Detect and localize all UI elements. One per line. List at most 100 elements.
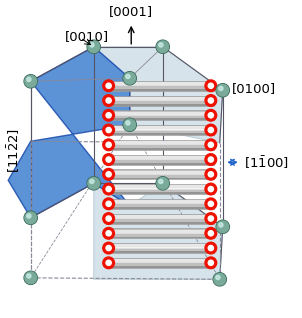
Bar: [106, 81, 214, 91]
Circle shape: [24, 75, 37, 88]
Circle shape: [216, 275, 220, 280]
Circle shape: [214, 273, 226, 285]
Circle shape: [208, 113, 214, 118]
Circle shape: [103, 109, 114, 121]
Bar: [106, 247, 214, 249]
Circle shape: [205, 154, 217, 165]
Circle shape: [205, 169, 217, 180]
Circle shape: [205, 257, 217, 269]
Circle shape: [103, 124, 114, 136]
Circle shape: [216, 220, 229, 233]
Circle shape: [87, 40, 100, 53]
Circle shape: [208, 260, 214, 266]
Circle shape: [205, 227, 217, 239]
Circle shape: [87, 177, 100, 190]
Circle shape: [216, 84, 229, 97]
Circle shape: [103, 80, 114, 92]
Circle shape: [25, 212, 37, 224]
Bar: [106, 228, 214, 238]
Bar: [106, 177, 214, 179]
Bar: [106, 119, 214, 120]
Bar: [106, 144, 214, 145]
Circle shape: [205, 109, 217, 121]
Bar: [106, 125, 214, 135]
Circle shape: [106, 245, 111, 251]
Circle shape: [208, 98, 214, 103]
Bar: [106, 259, 214, 262]
Circle shape: [213, 273, 226, 286]
Circle shape: [27, 77, 31, 81]
Circle shape: [103, 169, 114, 180]
Circle shape: [123, 118, 136, 131]
Circle shape: [106, 113, 111, 118]
Circle shape: [103, 242, 114, 254]
Circle shape: [106, 142, 111, 148]
Circle shape: [157, 177, 169, 189]
Bar: [106, 156, 214, 159]
Circle shape: [106, 172, 111, 177]
Bar: [106, 126, 214, 129]
Circle shape: [25, 75, 37, 87]
Circle shape: [217, 85, 229, 96]
Bar: [106, 185, 214, 189]
Bar: [106, 262, 214, 263]
Bar: [106, 141, 214, 144]
Bar: [106, 233, 214, 234]
Bar: [106, 230, 214, 233]
Bar: [106, 85, 214, 86]
Bar: [106, 112, 214, 115]
Circle shape: [219, 223, 223, 227]
Circle shape: [126, 74, 130, 79]
Circle shape: [88, 41, 100, 52]
Circle shape: [103, 183, 114, 195]
Circle shape: [90, 179, 94, 183]
Bar: [106, 100, 214, 101]
Bar: [106, 244, 214, 247]
Bar: [106, 207, 214, 209]
Circle shape: [156, 177, 169, 190]
Circle shape: [205, 95, 217, 106]
Bar: [106, 258, 214, 268]
Circle shape: [205, 242, 217, 254]
Bar: [106, 169, 214, 179]
Polygon shape: [8, 47, 130, 218]
Text: [0001]: [0001]: [109, 5, 153, 18]
Circle shape: [217, 221, 229, 232]
Polygon shape: [94, 47, 223, 143]
Circle shape: [103, 213, 114, 225]
Circle shape: [106, 128, 111, 133]
Circle shape: [106, 83, 111, 88]
Bar: [106, 203, 214, 204]
Bar: [106, 215, 214, 218]
Circle shape: [25, 272, 37, 284]
Bar: [106, 222, 214, 224]
Circle shape: [27, 274, 31, 278]
Bar: [106, 89, 214, 91]
Circle shape: [208, 142, 214, 148]
Bar: [106, 133, 214, 135]
Circle shape: [205, 183, 217, 195]
Circle shape: [208, 172, 214, 177]
Bar: [106, 97, 214, 100]
Circle shape: [106, 157, 111, 162]
Circle shape: [88, 177, 100, 189]
Circle shape: [126, 121, 130, 125]
Circle shape: [156, 40, 169, 53]
Bar: [106, 129, 214, 131]
Circle shape: [205, 80, 217, 92]
Circle shape: [159, 43, 163, 47]
Circle shape: [208, 128, 214, 133]
Bar: [106, 155, 214, 164]
Text: [11$\bar{2}$2]: [11$\bar{2}$2]: [6, 128, 22, 173]
Circle shape: [103, 198, 114, 210]
Circle shape: [103, 95, 114, 106]
Circle shape: [124, 119, 136, 131]
Circle shape: [208, 216, 214, 221]
Bar: [106, 200, 214, 203]
Circle shape: [123, 72, 136, 85]
Circle shape: [103, 257, 114, 269]
Circle shape: [24, 271, 37, 284]
Circle shape: [208, 245, 214, 251]
Bar: [106, 237, 214, 238]
Polygon shape: [94, 183, 223, 279]
